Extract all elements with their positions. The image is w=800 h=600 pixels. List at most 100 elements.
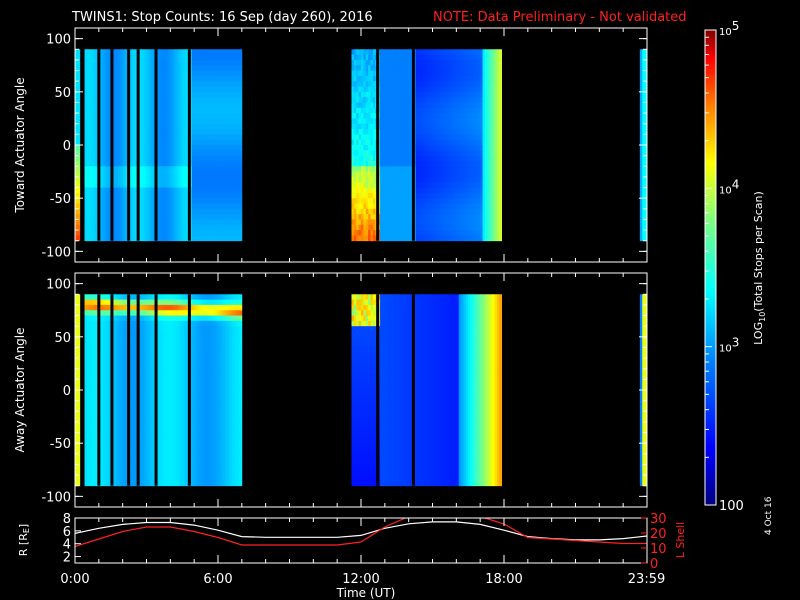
heatmap-cell (141, 107, 145, 114)
heatmap-cell (239, 97, 243, 103)
heatmap-cell (475, 129, 479, 135)
heatmap-cell (170, 97, 174, 103)
heatmap-cell (105, 166, 109, 172)
heatmap-cell (170, 107, 174, 114)
heatmap-cell (456, 214, 460, 220)
heatmap-cell (368, 235, 371, 242)
heatmap-cell (387, 123, 390, 130)
heatmap-cell (120, 65, 124, 71)
heatmap-cell (77, 358, 81, 364)
heatmap-cell (437, 81, 441, 87)
heatmap-cell (408, 54, 412, 61)
heatmap-cell (129, 145, 133, 151)
heatmap-cell (382, 203, 386, 210)
heatmap-cell (442, 139, 445, 146)
heatmap-cell (372, 235, 376, 242)
heatmap-cell (198, 113, 202, 119)
heatmap-cell (75, 49, 78, 55)
heatmap-cell (84, 214, 88, 220)
heatmap-cell (177, 182, 181, 188)
heatmap-cell (644, 81, 648, 87)
heatmap-cell (408, 155, 412, 162)
heatmap-cell (91, 75, 95, 82)
heatmap-cell (401, 70, 405, 77)
heatmap-cell (463, 198, 467, 204)
heatmap-cell (437, 214, 441, 220)
heatmap-cell (151, 166, 155, 172)
heatmap-cell (494, 182, 498, 188)
heatmap-cell (108, 160, 112, 167)
heatmap-cell (210, 230, 214, 236)
heatmap-cell (201, 160, 205, 167)
heatmap-cell (175, 166, 178, 172)
heatmap-cell (117, 123, 121, 130)
heatmap-cell (201, 81, 205, 87)
heatmap-cell (198, 139, 202, 146)
heatmap-cell (115, 54, 119, 61)
heatmap-cell (642, 235, 646, 242)
heatmap-cell (206, 59, 209, 66)
heatmap-cell (365, 214, 369, 220)
heatmap-cell (210, 81, 214, 87)
heatmap-cell (160, 198, 164, 204)
heatmap-cell (494, 59, 498, 66)
heatmap-cell (213, 86, 217, 93)
heatmap-cell (198, 86, 202, 93)
heatmap-cell (177, 176, 181, 183)
heatmap-cell (480, 139, 483, 146)
heatmap-cell (172, 145, 176, 151)
heatmap-cell (384, 176, 388, 183)
heatmap-cell (353, 145, 357, 151)
heatmap-cell (108, 113, 112, 119)
heatmap-cell (396, 208, 400, 215)
heatmap-cell (91, 182, 95, 188)
heatmap-cell (394, 235, 398, 242)
heatmap-cell (422, 91, 426, 98)
heatmap-cell (77, 134, 81, 141)
heatmap-cell (394, 230, 398, 236)
heatmap-cell (139, 182, 143, 188)
heatmap-cell (361, 160, 364, 167)
heatmap-cell (465, 75, 469, 82)
heatmap-cell (489, 208, 493, 215)
heatmap-cell (125, 192, 128, 199)
heatmap-cell (351, 81, 355, 87)
heatmap-cell (482, 230, 486, 236)
heatmap-cell (353, 54, 357, 61)
heatmap-cell (422, 182, 426, 188)
heatmap-cell (167, 102, 171, 109)
heatmap-cell (368, 230, 371, 236)
heatmap-cell (113, 113, 116, 119)
heatmap-cell (403, 224, 407, 231)
heatmap-cell (644, 118, 648, 125)
heatmap-cell (146, 118, 150, 125)
heatmap-cell (182, 59, 186, 66)
heatmap-cell (427, 150, 431, 157)
heatmap-cell (139, 102, 143, 109)
heatmap-cell (101, 49, 104, 55)
heatmap-cell (444, 86, 448, 93)
heatmap-cell (351, 214, 355, 220)
heatmap-cell (422, 86, 426, 93)
heatmap-cell (380, 86, 383, 93)
heatmap-cell (232, 150, 236, 157)
heatmap-cell (399, 113, 402, 119)
heatmap-cell (184, 65, 188, 71)
heatmap-cell (451, 118, 455, 125)
heatmap-cell (492, 214, 495, 220)
heatmap-cell (129, 75, 133, 82)
heatmap-cell (101, 91, 104, 98)
heatmap-cell (227, 203, 231, 210)
heatmap-cell (191, 145, 195, 151)
heatmap-cell (196, 203, 200, 210)
heatmap-cell (415, 187, 419, 194)
heatmap-cell (179, 160, 183, 167)
heatmap-cell (487, 86, 491, 93)
heatmap-cell (220, 59, 224, 66)
heatmap-cell (420, 118, 424, 125)
heatmap-cell (461, 139, 464, 146)
heatmap-cell (148, 97, 152, 103)
heatmap-cell (368, 208, 371, 215)
heatmap-cell (361, 75, 364, 82)
heatmap-cell (463, 75, 467, 82)
